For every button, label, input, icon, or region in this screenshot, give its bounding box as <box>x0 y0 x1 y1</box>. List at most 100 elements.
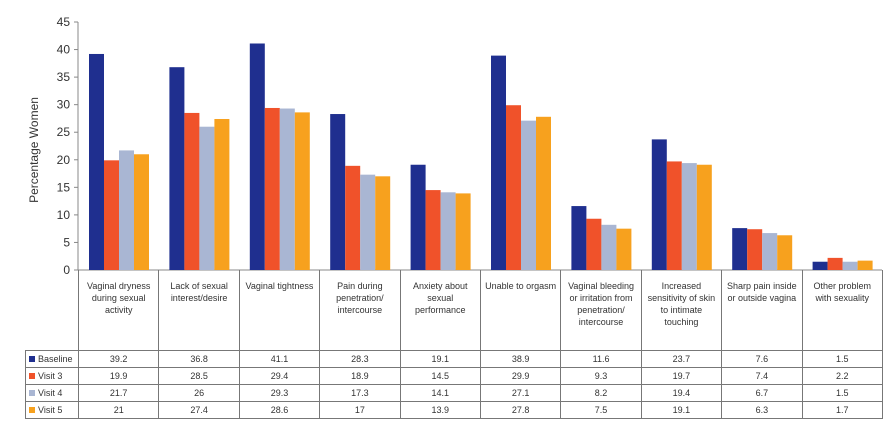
table-cell: 26 <box>158 384 240 402</box>
table-cell: 6.7 <box>721 384 803 402</box>
legend-label: Visit 5 <box>38 405 63 415</box>
table-cell: 18.9 <box>319 367 401 385</box>
bar-visit-4 <box>842 261 858 270</box>
legend-entry: Visit 4 <box>25 384 79 402</box>
table-row: Visit 3 19.9 28.5 29.4 18.9 14.5 29.9 9.3 19.7 7.… <box>25 367 883 385</box>
legend-swatch-icon <box>29 407 35 413</box>
y-tick-label: 25 <box>57 125 71 139</box>
legend-swatch-icon <box>29 356 35 362</box>
table-cell: 27.1 <box>479 384 562 402</box>
bar-visit-3 <box>425 190 441 270</box>
bar-visit-5 <box>214 118 230 271</box>
table-cell: 7.4 <box>721 367 803 385</box>
bar-baseline <box>249 43 265 270</box>
table-cell: 17.3 <box>319 384 401 402</box>
y-tick-label: 30 <box>57 98 71 112</box>
table-cell: 2.2 <box>801 367 883 385</box>
bar-visit-3 <box>506 105 521 271</box>
table-cell: 19.1 <box>640 401 723 419</box>
category-label: Unable to orgasm <box>479 270 562 351</box>
table-cell: 29.9 <box>479 367 562 385</box>
category-label: Increased sensitivity of skin to intimat… <box>640 270 723 351</box>
table-cell: 11.6 <box>560 350 642 368</box>
legend-entry: Visit 3 <box>25 367 79 385</box>
bar-visit-4 <box>521 120 536 270</box>
bar-baseline <box>491 55 506 270</box>
table-cell: 23.7 <box>640 350 723 368</box>
bar-baseline <box>812 261 828 270</box>
table-cell: 14.5 <box>399 367 481 385</box>
bar-visit-3 <box>184 112 200 270</box>
table-cell: 29.3 <box>238 384 321 402</box>
table-cell: 21.7 <box>77 384 160 402</box>
category-label: Vaginal dryness during sexual activity <box>77 270 160 351</box>
table-cell: 9.3 <box>560 367 642 385</box>
y-tick-label: 35 <box>57 70 71 84</box>
bar-visit-4 <box>601 224 617 270</box>
y-axis-title: Percentage Women <box>27 97 41 203</box>
bar-visit-5 <box>616 228 632 270</box>
table-corner <box>26 270 79 351</box>
table-cell: 19.1 <box>399 350 481 368</box>
table-cell: 19.4 <box>640 384 723 402</box>
bar-visit-5 <box>777 235 793 270</box>
bar-visit-5 <box>455 193 471 270</box>
table-cell: 29.4 <box>238 367 321 385</box>
bar-baseline <box>410 164 426 270</box>
y-tick-label: 0 <box>63 263 70 277</box>
category-label: Sharp pain inside or outside vagina <box>721 270 803 351</box>
category-label: Other problem with sexuality <box>801 270 883 351</box>
legend-label: Visit 3 <box>38 371 63 381</box>
table-cell: 1.5 <box>801 384 883 402</box>
y-tick-label: 10 <box>57 208 71 222</box>
table-row: Visit 5 21 27.4 28.6 17 13.9 27.8 7.5 19.1 6.3 1.7 <box>25 401 883 419</box>
table-cell: 19.9 <box>77 367 160 385</box>
bar-visit-5 <box>134 154 149 270</box>
category-label: Anxiety about sexual performance <box>399 270 481 351</box>
bar-baseline <box>89 53 104 270</box>
table-cell: 27.8 <box>479 401 562 419</box>
category-label: Lack of sexual interest/desire <box>158 270 240 351</box>
table-row: Baseline 39.2 36.8 41.1 28.3 19.1 38.9 11.6 23.7… <box>25 350 883 368</box>
category-label: Vaginal bleeding or irritation from pene… <box>560 270 642 351</box>
legend-label: Baseline <box>38 354 73 364</box>
bar-baseline <box>651 139 667 270</box>
table-cell: 28.5 <box>158 367 240 385</box>
legend-label: Visit 4 <box>38 388 63 398</box>
bar-baseline <box>330 114 346 270</box>
table-cell: 41.1 <box>238 350 321 368</box>
bar-baseline <box>169 67 185 271</box>
y-tick-label: 15 <box>57 180 71 194</box>
bar-visit-3 <box>586 218 602 270</box>
bar-baseline <box>732 228 748 270</box>
table-cell: 1.7 <box>801 401 883 419</box>
y-tick-label: 40 <box>57 43 71 57</box>
bar-visit-4 <box>199 126 215 270</box>
bar-visit-3 <box>827 257 843 270</box>
bar-visit-5 <box>294 112 310 270</box>
bar-visit-4 <box>681 163 697 270</box>
table-cell: 28.3 <box>319 350 401 368</box>
table-cell: 14.1 <box>399 384 481 402</box>
table-cell: 17 <box>319 401 401 419</box>
table-cell: 19.7 <box>640 367 723 385</box>
bar-visit-5 <box>696 164 712 270</box>
bar-visit-5 <box>857 260 873 270</box>
table-cell: 28.6 <box>238 401 321 419</box>
bar-visit-4 <box>119 150 134 270</box>
bar-visit-3 <box>264 107 280 271</box>
bar-visit-4 <box>360 174 376 270</box>
y-tick-label: 20 <box>57 153 71 167</box>
bar-visit-4 <box>279 108 295 270</box>
bar-baseline <box>571 206 587 270</box>
table-cell: 8.2 <box>560 384 642 402</box>
bar-visit-4 <box>440 192 456 270</box>
table-row: Visit 4 21.7 26 29.3 17.3 14.1 27.1 8.2 19.4 6.7 1… <box>25 384 883 402</box>
legend-swatch-icon <box>29 373 35 379</box>
table-cell: 7.5 <box>560 401 642 419</box>
table-cell: 38.9 <box>479 350 562 368</box>
table-cell: 27.4 <box>158 401 240 419</box>
bar-visit-3 <box>747 229 763 270</box>
y-tick-label: 5 <box>63 235 70 249</box>
